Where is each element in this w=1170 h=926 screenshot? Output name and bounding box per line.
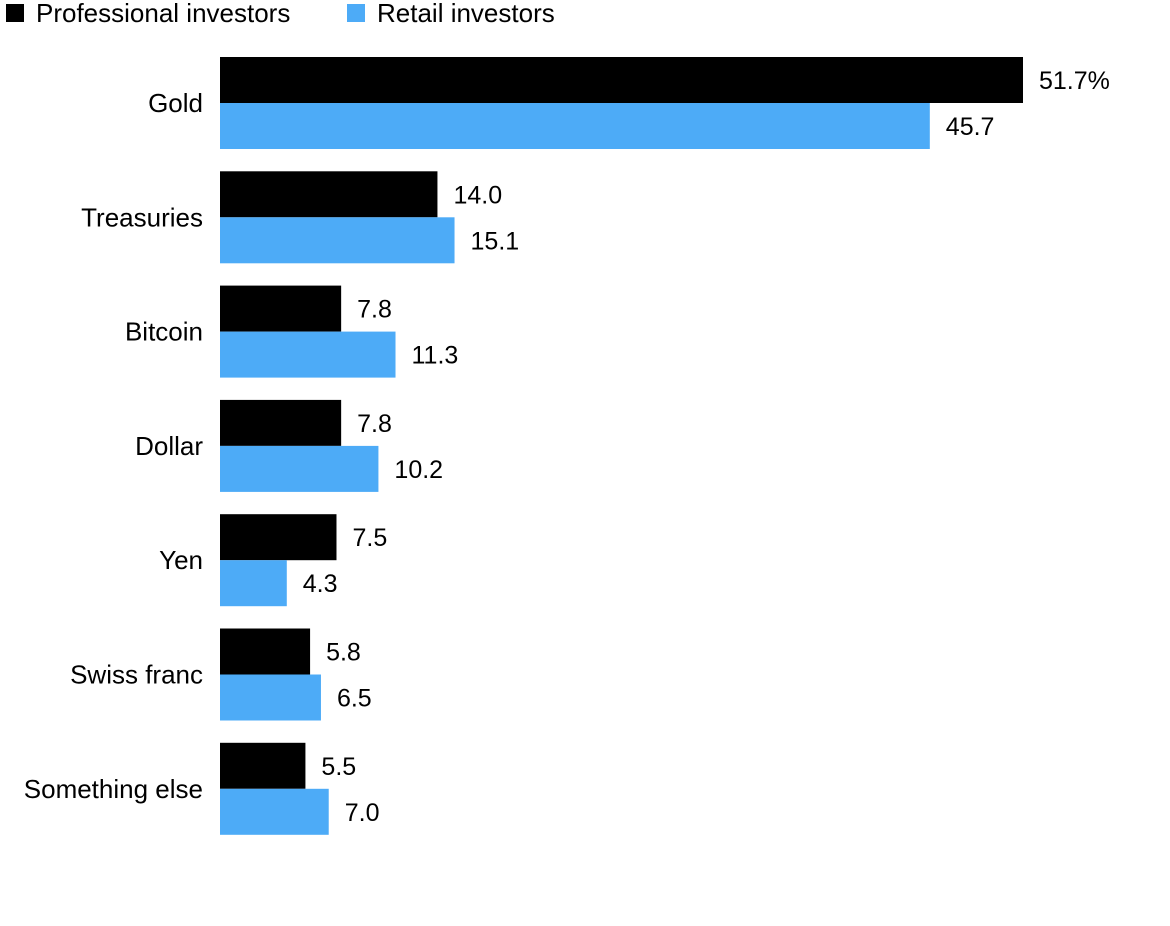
value-label: 5.8 (326, 639, 361, 667)
category-label: Dollar (135, 431, 203, 461)
category-label: Yen (159, 545, 203, 575)
bar-retail (220, 560, 287, 607)
bar-professional (220, 285, 342, 332)
legend-label-professional: Professional investors (36, 0, 290, 28)
bar-retail (220, 217, 455, 264)
bar-retail (220, 445, 379, 492)
category-group: Treasuries 14.0 15.1 (81, 171, 520, 264)
value-label: 4.3 (303, 570, 338, 598)
category-group: Something else 5.5 7.0 (24, 742, 380, 835)
bar-professional (220, 514, 337, 561)
legend-swatch-retail (347, 4, 365, 22)
value-label: 11.3 (412, 342, 459, 370)
bar-retail (220, 788, 329, 835)
value-label: 7.8 (357, 410, 392, 438)
legend-label-retail: Retail investors (377, 0, 555, 28)
category-label: Something else (24, 774, 203, 804)
category-label: Swiss franc (70, 660, 203, 690)
value-label: 7.5 (352, 524, 387, 552)
value-label: 15.1 (471, 227, 520, 255)
bar-retail (220, 674, 321, 721)
legend-swatch-professional (6, 4, 24, 22)
value-label: 45.7 (946, 113, 995, 141)
bar-professional (220, 399, 342, 446)
value-label: 51.7% (1039, 67, 1110, 95)
bar-professional (220, 57, 1023, 103)
category-group: Gold 51.7% 45.7 (148, 57, 1110, 149)
value-label: 7.8 (357, 296, 392, 324)
value-label: 5.5 (321, 753, 356, 781)
value-label: 7.0 (345, 799, 380, 827)
plot-area: Gold 51.7% 45.7 Treasuries 14.0 15.1 Bitcoin 7.… (24, 57, 1110, 835)
category-group: Swiss franc 5.8 6.5 (70, 628, 372, 721)
legend: Professional investors Retail investors (6, 0, 555, 28)
value-label: 10.2 (394, 456, 443, 484)
category-group: Yen 7.5 4.3 (159, 514, 387, 607)
category-label: Treasuries (81, 202, 203, 232)
category-group: Dollar 7.810.2 (135, 399, 443, 492)
value-label: 6.5 (337, 685, 372, 713)
bar-professional (220, 171, 438, 218)
category-label: Gold (148, 88, 203, 118)
category-group: Bitcoin 7.8 11.3 (125, 285, 459, 378)
bar-retail (220, 331, 396, 378)
bar-professional (220, 742, 306, 789)
category-label: Bitcoin (125, 317, 203, 347)
bar-retail (220, 103, 930, 149)
bar-professional (220, 628, 311, 675)
value-label: 14.0 (453, 181, 502, 209)
